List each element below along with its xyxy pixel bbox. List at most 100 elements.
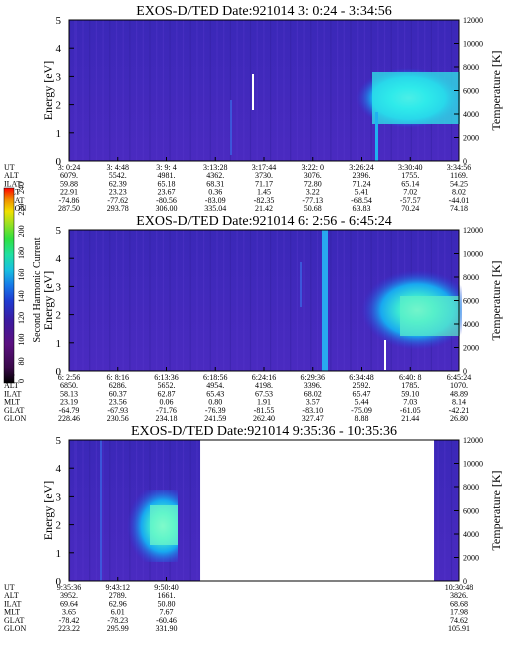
texture-stripe — [196, 20, 198, 161]
cell-mlt: 22.91 — [60, 188, 78, 197]
colorbar-tick: 220 — [17, 204, 26, 216]
texture-stripe — [303, 230, 305, 371]
panel-title: EXOS-D/TED Date:921014 6: 2:56 - 6:45:24 — [136, 214, 391, 229]
texture-stripe — [156, 230, 158, 371]
texture-stripe — [223, 230, 225, 371]
cell-glon: 105.91 — [448, 624, 470, 633]
texture-stripe — [176, 230, 178, 371]
cell-alt: 4362. — [206, 171, 224, 180]
texture-stripe — [149, 230, 151, 371]
cell-mlt: 7.67 — [160, 608, 174, 617]
cell-mlt: 7.03 — [403, 398, 417, 407]
cell-ilat: 68.31 — [206, 179, 224, 188]
ytick-right-label: 10000 — [463, 250, 483, 259]
texture-stripe — [276, 20, 278, 161]
texture-stripe — [323, 20, 325, 161]
texture-stripe — [189, 440, 191, 581]
cell-ut: 6:45:24 — [447, 373, 471, 382]
cell-mlt: 0.06 — [160, 398, 174, 407]
texture-stripe — [330, 230, 332, 371]
ytick-label: 5 — [56, 435, 62, 447]
cell-glat: -42.21 — [449, 406, 470, 415]
ytick-label: 5 — [56, 15, 62, 27]
colorbar-tick: 120 — [17, 312, 26, 324]
texture-stripe — [303, 20, 305, 161]
texture-stripe — [122, 20, 124, 161]
texture-stripe — [236, 230, 238, 371]
cell-glon: 70.24 — [401, 204, 419, 213]
cell-mlt: 6.01 — [111, 608, 125, 617]
cell-alt: 3952. — [60, 591, 78, 600]
cell-ut: 3: 9: 4 — [156, 163, 176, 172]
cell-mlt: 3.57 — [306, 398, 320, 407]
texture-stripe — [223, 20, 225, 161]
faint-band — [300, 262, 302, 307]
cell-glon: 331.90 — [156, 624, 178, 633]
cell-ilat: 68.68 — [450, 599, 468, 608]
cell-alt: 1755. — [401, 171, 419, 180]
texture-stripe — [69, 230, 71, 371]
row-label-glon: GLON — [4, 204, 26, 213]
cell-mlt: 23.67 — [158, 188, 176, 197]
cell-ut: 3:26:24 — [349, 163, 373, 172]
ytick-label: 4 — [56, 43, 62, 55]
cell-alt: 6850. — [60, 381, 78, 390]
ytick-right-label: 12000 — [463, 436, 483, 445]
cell-ilat: 60.37 — [109, 389, 127, 398]
ytick-label: 4 — [56, 463, 62, 475]
texture-stripe — [243, 230, 245, 371]
ytick-label: 0 — [56, 366, 62, 378]
cell-glat: -68.54 — [351, 196, 372, 205]
texture-stripe — [74, 230, 76, 371]
ytick-right-label: 10000 — [463, 40, 483, 49]
cell-mlt: 8.02 — [452, 188, 466, 197]
texture-stripe — [316, 20, 319, 161]
cell-ut: 9:50:40 — [154, 583, 178, 592]
cell-glon: 327.47 — [302, 414, 324, 423]
cell-glon: 230.56 — [107, 414, 129, 423]
cell-ilat: 54.25 — [450, 179, 468, 188]
cell-glat: -57.57 — [400, 196, 421, 205]
panels-layer: EXOS-D/TED Date:921014 3: 0:24 - 3:34:56… — [4, 4, 503, 633]
texture-stripe — [203, 20, 205, 161]
colorbar-label: Second Harmonic Current — [32, 237, 43, 342]
texture-stripe — [69, 440, 71, 581]
ytick-right-label: 12000 — [463, 16, 483, 25]
texture-stripe — [203, 230, 205, 371]
texture-stripe — [310, 20, 312, 161]
cell-glat: -67.93 — [107, 406, 128, 415]
cell-glon: 8.88 — [355, 414, 369, 423]
cell-mlt: 8.14 — [452, 398, 466, 407]
texture-stripe — [136, 20, 138, 161]
cell-alt: 3730. — [255, 171, 273, 180]
texture-stripe — [156, 20, 158, 161]
plasma-core — [372, 72, 460, 124]
ytick-right-label: 0 — [463, 157, 467, 166]
texture-stripe — [270, 20, 272, 161]
texture-stripe — [122, 230, 124, 371]
texture-stripe — [95, 230, 97, 371]
ylabel: Energy [eV] — [41, 61, 55, 120]
texture-stripe — [115, 20, 118, 161]
row-label-glat: GLAT — [4, 406, 25, 415]
ytick-label: 0 — [56, 576, 62, 588]
row-label-alt: ALT — [4, 171, 19, 180]
texture-stripe — [216, 20, 218, 161]
cell-mlt: 23.23 — [109, 188, 127, 197]
cell-alt: 4954. — [206, 381, 224, 390]
spectrogram-features — [230, 68, 461, 161]
cell-ilat: 72.80 — [304, 179, 322, 188]
spectrogram-features — [300, 230, 462, 371]
texture-stripe — [437, 440, 439, 581]
texture-stripe — [263, 20, 265, 161]
texture-stripe — [209, 20, 211, 161]
cell-mlt: 23.56 — [109, 398, 127, 407]
ytick-right-label: 2000 — [463, 344, 479, 353]
texture-stripe — [229, 230, 231, 371]
texture-stripe — [102, 20, 104, 161]
ytick-label: 1 — [56, 128, 62, 140]
cell-glat: -75.09 — [351, 406, 372, 415]
cell-glon: 234.18 — [156, 414, 178, 423]
